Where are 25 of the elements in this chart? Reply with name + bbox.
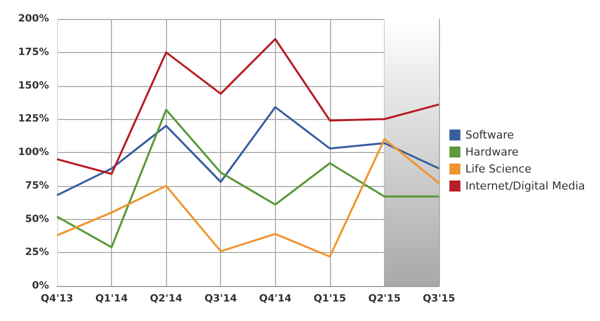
line-series	[56, 108, 440, 248]
y-tick-label: 0%	[32, 280, 49, 292]
x-tick-label: Q1'14	[95, 294, 128, 304]
y-tick-label: 100%	[18, 147, 49, 158]
legend-label: Software	[465, 128, 514, 142]
legend-label: Hardware	[465, 146, 519, 158]
y-tick-label: 200%	[18, 14, 49, 24]
x-tick-label: Q1'15	[314, 294, 346, 304]
x-tick-label: Q3'14	[204, 294, 237, 304]
y-tick-label: 25%	[25, 247, 49, 258]
y-tick-label: 175%	[18, 46, 49, 58]
legend-label: Internet/Digital Media	[465, 180, 585, 192]
y-tick-label: 150%	[18, 80, 49, 92]
x-tick-label: Q2'15	[368, 294, 401, 304]
x-tick-label: Q3'15	[422, 294, 456, 304]
legend-label: Life Science	[465, 162, 532, 176]
y-tick-label: 50%	[25, 214, 49, 225]
x-tick-label: Q4'14	[259, 294, 292, 304]
x-tick-label: Q2'14	[150, 294, 182, 304]
line-series	[56, 106, 440, 196]
y-tick-label: 75%	[25, 180, 49, 192]
line-series	[56, 38, 440, 175]
x-tick-label: Q4'13	[40, 294, 74, 304]
y-tick-label: 125%	[18, 114, 49, 125]
line-series	[56, 138, 440, 258]
